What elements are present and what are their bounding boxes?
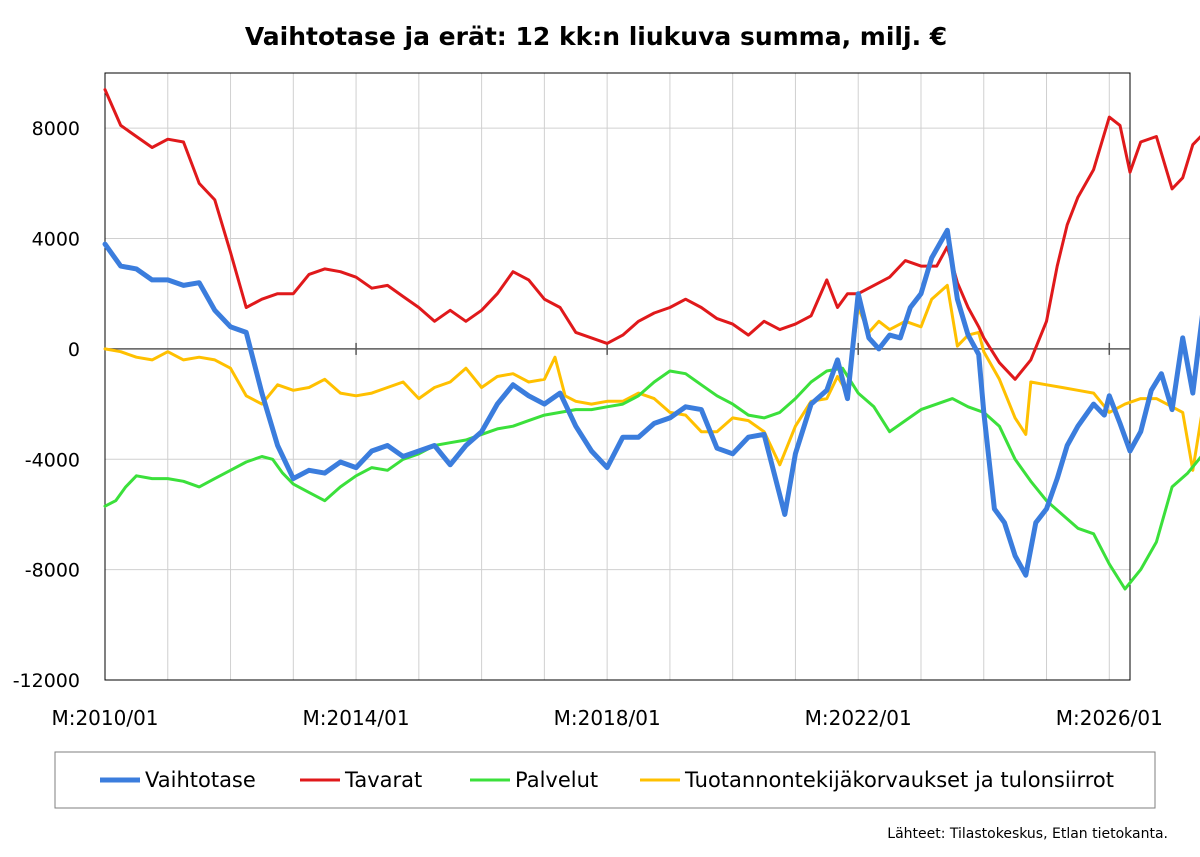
y-tick-label: 0 (68, 339, 80, 361)
legend-items: Vaihtotase Tavarat Palvelut Tuotannontekijä… (100, 768, 1114, 792)
series-lines (102, 88, 1200, 591)
legend-label-1: Tavarat (344, 768, 422, 792)
series-line-0 (102, 227, 1200, 578)
legend-label-0: Vaihtotase (145, 768, 256, 792)
gridlines (105, 73, 1130, 680)
legend (54, 751, 1156, 809)
y-tick-label: 4000 (32, 229, 80, 251)
x-tick-label: M:2010/01 (51, 706, 158, 730)
legend-label-3: Tuotannontekijäkorvaukset ja tulonsiirro… (684, 768, 1114, 792)
y-tick-label: -8000 (25, 560, 80, 582)
legend-label-2: Palvelut (515, 768, 598, 792)
chart-title: Vaihtotase ja erät: 12 kk:n liukuva summ… (245, 22, 947, 51)
y-axis: -12000 -8000 -4000 0 4000 8000 (13, 118, 80, 692)
series-line-3 (103, 283, 1200, 472)
y-tick-label: 8000 (32, 118, 80, 140)
x-tick-label: M:2022/01 (805, 706, 912, 730)
plot-area (104, 72, 1131, 681)
source-note: Lähteet: Tilastokeskus, Etlan tietokanta… (887, 826, 1168, 842)
y-tick-label: -4000 (25, 449, 80, 471)
series-line-1 (103, 88, 1200, 381)
x-tick-label: M:2018/01 (554, 706, 661, 730)
x-axis: M:2010/01 M:2014/01 M:2018/01 M:2022/01 M:20… (51, 342, 1163, 730)
series-line-2 (103, 366, 1200, 591)
x-tick-label: M:2014/01 (303, 706, 410, 730)
x-tick-label: M:2026/01 (1056, 706, 1163, 730)
y-tick-label: -12000 (13, 670, 80, 692)
